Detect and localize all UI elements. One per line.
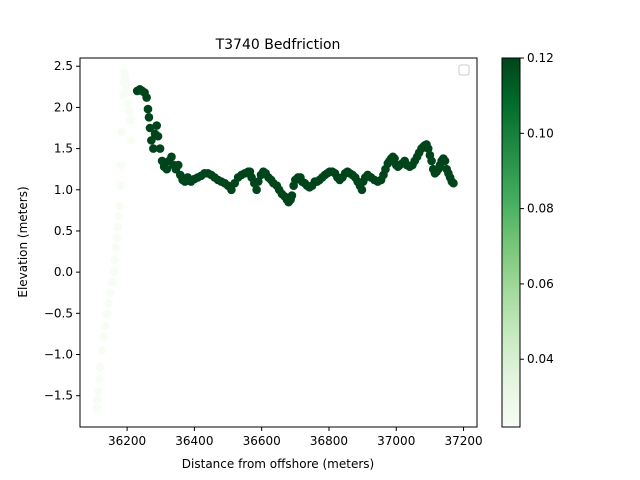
- x-tick-label: 36400: [175, 434, 213, 448]
- x-axis-label: Distance from offshore (meters): [182, 457, 374, 471]
- data-point: [162, 164, 172, 174]
- y-axis-ticks: −1.5 −1.0 −0.5 0.0 0.5 1.0 1.5 2.0 2.5: [44, 59, 80, 403]
- data-point: [115, 201, 124, 211]
- x-tick-label: 37000: [377, 434, 415, 448]
- data-point: [390, 154, 399, 163]
- data-point: [102, 309, 112, 318]
- data-point: [121, 74, 130, 83]
- data-point: [149, 144, 158, 153]
- data-point: [117, 127, 127, 137]
- data-point: [252, 185, 261, 195]
- x-tick-label: 36800: [310, 434, 348, 448]
- data-point: [357, 185, 367, 195]
- data-point: [173, 160, 183, 170]
- data-point: [104, 299, 113, 308]
- data-point: [254, 177, 263, 186]
- plot-frame: [79, 57, 478, 428]
- data-point: [449, 178, 458, 188]
- data-point: [111, 243, 120, 252]
- y-tick-label: 2.5: [54, 59, 73, 73]
- y-tick-label: −1.0: [44, 348, 73, 362]
- data-point: [153, 131, 163, 141]
- data-point: [110, 255, 119, 265]
- data-point: [109, 267, 118, 277]
- data-point: [147, 136, 156, 145]
- data-point: [95, 362, 105, 372]
- data-point: [155, 144, 165, 153]
- data-point: [114, 211, 123, 221]
- colorbar-frame: [501, 57, 521, 428]
- data-point: [287, 191, 297, 200]
- data-point: [124, 107, 134, 116]
- data-point: [427, 156, 436, 166]
- data-point: [167, 152, 176, 162]
- data-point: [126, 136, 136, 145]
- data-point: [107, 277, 117, 287]
- x-tick-label: 36600: [243, 434, 281, 448]
- data-point: [440, 156, 450, 166]
- data-point: [143, 104, 153, 114]
- data-point: [105, 288, 115, 298]
- data-point: [112, 233, 122, 242]
- y-tick-label: −1.5: [44, 389, 73, 403]
- data-point: [423, 144, 433, 153]
- data-point: [116, 160, 126, 170]
- data-point: [92, 403, 102, 413]
- x-axis-ticks: 36200 36400 36600 36800 37000 37200: [108, 427, 483, 448]
- colorbar-tick-label: 0.12: [527, 51, 554, 65]
- legend-box: [458, 64, 470, 76]
- y-axis-label: Elevation (meters): [16, 186, 30, 297]
- colorbar-tick-label: 0.08: [527, 202, 554, 216]
- colorbar: [502, 58, 520, 427]
- colorbar-ticks: 0.04 0.06 0.08 0.10 0.12: [520, 51, 554, 366]
- data-point: [99, 332, 108, 341]
- data-point: [126, 115, 135, 125]
- y-tick-label: 0.5: [54, 224, 73, 238]
- data-point: [97, 346, 107, 355]
- data-point: [100, 321, 110, 330]
- y-tick-label: 0.0: [54, 265, 73, 279]
- data-point: [116, 181, 125, 190]
- data-point: [94, 387, 103, 396]
- x-tick-label: 36200: [108, 434, 146, 448]
- data-point: [113, 222, 122, 232]
- y-tick-label: 1.5: [54, 142, 73, 156]
- data-point: [122, 88, 132, 97]
- y-tick-label: 1.0: [54, 183, 73, 197]
- colorbar-tick-label: 0.06: [527, 277, 554, 291]
- data-point: [144, 113, 154, 122]
- x-tick-label: 37200: [444, 434, 482, 448]
- y-tick-label: −0.5: [44, 306, 73, 320]
- data-point: [95, 374, 104, 384]
- data-point: [152, 121, 162, 130]
- data-point: [227, 185, 236, 195]
- data-point: [142, 93, 151, 102]
- data-point: [123, 99, 133, 108]
- chart-title: T3740 Bedfriction: [215, 37, 341, 53]
- y-tick-label: 2.0: [54, 100, 73, 114]
- data-point: [145, 123, 155, 133]
- data-points: [92, 68, 458, 413]
- colorbar-tick-label: 0.04: [527, 352, 554, 366]
- data-point: [93, 395, 102, 405]
- colorbar-tick-label: 0.10: [527, 126, 554, 140]
